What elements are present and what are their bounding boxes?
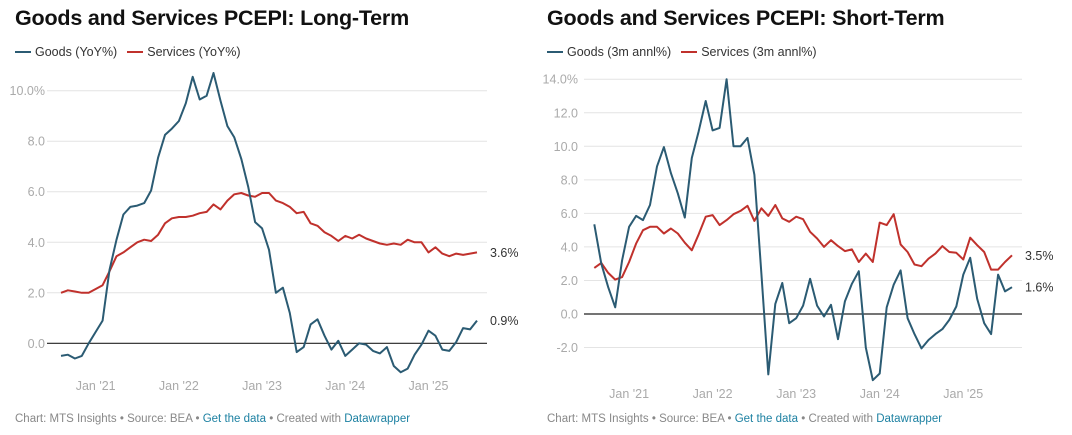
- footer-created: Created with: [808, 413, 874, 425]
- legend: Goods (YoY%) Services (YoY%): [15, 45, 241, 59]
- get-the-data-link[interactable]: Get the data: [734, 413, 799, 425]
- x-tick-label: Jan '24: [325, 379, 365, 393]
- y-tick-label: 8.0: [561, 173, 578, 187]
- footer-created: Created with: [276, 413, 342, 425]
- y-tick-label: 10.0%: [10, 84, 45, 98]
- series-line-services: [593, 204, 1013, 281]
- legend-label: Goods (3m annl%): [567, 45, 672, 59]
- footer: Chart: MTS Insights • Source: BEA • Get …: [547, 413, 942, 425]
- footer-chart-credit: Chart: MTS Insights: [547, 413, 649, 425]
- x-tick-label: Jan '23: [242, 379, 282, 393]
- chart-0-plot: 0.0 2.0 4.0 6.0 8.0 10.0% Jan '21 Jan '22 Jan '2…: [10, 72, 519, 393]
- footer-separator: •: [119, 413, 124, 425]
- end-label-services: 3.6%: [490, 246, 519, 260]
- footer-source: Source: BEA: [659, 413, 725, 425]
- chart-title: Goods and Services PCEPI: Short-Term: [547, 6, 945, 30]
- legend-item-services: Services (3m annl%): [681, 45, 817, 59]
- chart-title: Goods and Services PCEPI: Long-Term: [15, 6, 410, 30]
- footer-chart-credit: Chart: MTS Insights: [15, 413, 117, 425]
- y-tick-label: 14.0%: [543, 73, 578, 87]
- x-tick-label: Jan '21: [609, 387, 649, 401]
- legend-label: Goods (YoY%): [35, 45, 118, 59]
- x-tick-label: Jan '23: [776, 387, 816, 401]
- get-the-data-link[interactable]: Get the data: [202, 413, 267, 425]
- y-tick-label: 6.0: [28, 185, 45, 199]
- legend-swatch-goods: [547, 50, 563, 54]
- x-tick-label: Jan '25: [943, 387, 983, 401]
- y-tick-label: 2.0: [28, 286, 45, 300]
- footer-separator: •: [801, 413, 806, 425]
- legend-label: Services (3m annl%): [701, 45, 817, 59]
- y-tick-label: 0.0: [561, 308, 578, 322]
- datawrapper-link[interactable]: Datawrapper: [344, 413, 411, 425]
- legend-label: Services (YoY%): [147, 45, 241, 59]
- y-tick-label: 4.0: [28, 236, 45, 250]
- datawrapper-link[interactable]: Datawrapper: [876, 413, 943, 425]
- y-tick-label: 6.0: [561, 207, 578, 221]
- x-tick-label: Jan '21: [76, 379, 116, 393]
- legend-item-goods: Goods (YoY%): [15, 45, 117, 59]
- x-tick-label: Jan '22: [159, 379, 199, 393]
- y-tick-label: 4.0: [561, 240, 578, 254]
- x-tick-label: Jan '22: [693, 387, 733, 401]
- footer-separator: •: [195, 413, 200, 425]
- legend-item-services: Services (YoY%): [127, 45, 241, 59]
- legend-swatch-services: [127, 50, 144, 54]
- end-label-goods: 1.6%: [1025, 281, 1054, 295]
- footer-source: Source: BEA: [127, 413, 193, 425]
- footer-separator: •: [727, 413, 732, 425]
- series-line-goods: [60, 72, 478, 374]
- legend-item-goods: Goods (3m annl%): [547, 45, 671, 59]
- legend-swatch-services: [681, 50, 698, 54]
- chart-1-plot: -2.0 0.0 2.0 4.0 6.0 8.0 10.0 12.0 14.0% Jan '21 J…: [543, 73, 1054, 401]
- end-label-services: 3.5%: [1025, 249, 1054, 263]
- series-line-goods: [593, 78, 1013, 382]
- legend-swatch-goods: [15, 50, 31, 54]
- y-tick-label: 8.0: [28, 135, 45, 149]
- footer-separator: •: [269, 413, 274, 425]
- series-line-services: [60, 192, 478, 294]
- y-tick-label: 12.0: [554, 106, 578, 120]
- end-label-goods: 0.9%: [490, 314, 519, 328]
- footer: Chart: MTS Insights • Source: BEA • Get …: [15, 413, 410, 425]
- legend: Goods (3m annl%) Services (3m annl%): [547, 45, 817, 59]
- footer-separator: •: [651, 413, 656, 425]
- x-tick-label: Jan '24: [860, 387, 900, 401]
- x-tick-label: Jan '25: [409, 379, 449, 393]
- y-tick-label: 2.0: [561, 274, 578, 288]
- y-tick-label: 10.0: [554, 140, 578, 154]
- y-tick-label: -2.0: [556, 341, 578, 355]
- y-tick-label: 0.0: [28, 337, 45, 351]
